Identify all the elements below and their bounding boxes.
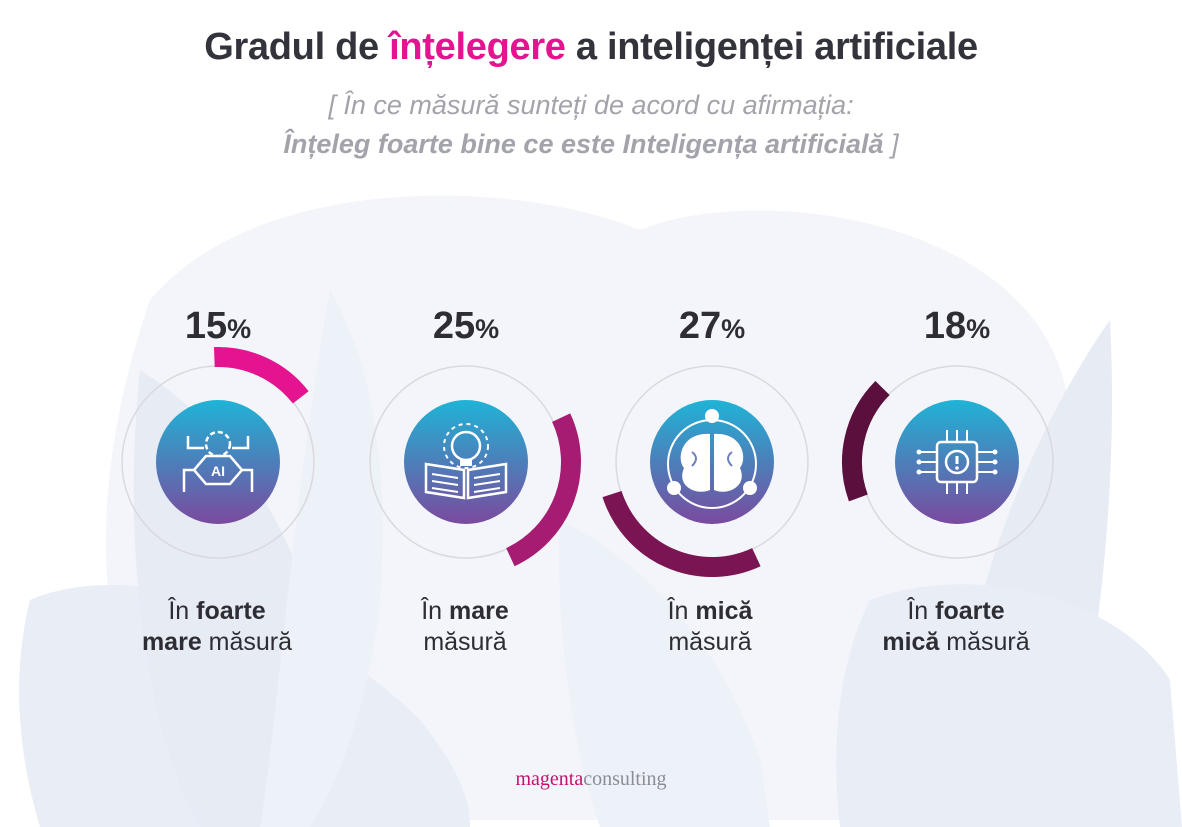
value-label-2: 25% xyxy=(433,305,499,347)
value-arc-4 xyxy=(842,380,890,502)
brand-logo: magentaconsulting xyxy=(0,768,1182,791)
value-arc-1 xyxy=(213,347,309,404)
label-4-post: măsură xyxy=(939,628,1030,656)
label-1-bold1: foarte xyxy=(196,597,266,625)
title-before: Gradul de xyxy=(204,26,390,68)
value-label-4: 18% xyxy=(924,305,990,347)
subtitle-statement-end: ] xyxy=(883,129,899,159)
label-2-pre: În xyxy=(421,597,450,625)
value-label-1: 15% xyxy=(185,305,251,347)
label-3-post: măsură xyxy=(668,628,752,656)
label-1-pre: În xyxy=(168,597,197,625)
title-highlight: înțelegere xyxy=(389,26,566,68)
logo-consulting: consulting xyxy=(583,768,667,790)
value-label-3: 27% xyxy=(679,305,745,347)
lightbulb-book-icon xyxy=(424,423,508,500)
page-title: Gradul de înțelegere a inteligenței arti… xyxy=(0,26,1182,69)
label-4-bold1: foarte xyxy=(935,597,1005,625)
label-4-bold2: mică xyxy=(882,628,940,656)
category-label-1: În foarte mare măsură xyxy=(97,596,337,658)
category-label-2: În mare măsură xyxy=(345,596,585,658)
label-2-bold1: mare xyxy=(449,597,509,625)
processor-alert-icon xyxy=(916,430,998,494)
logo-magenta: magenta xyxy=(515,768,584,790)
label-1-bold2: mare xyxy=(141,628,202,656)
category-label-3: În mică măsură xyxy=(590,596,830,658)
subtitle-statement-bold: Înțeleg foarte bine ce este Inteligența … xyxy=(283,129,884,159)
category-label-4: În foarte mică măsură xyxy=(836,596,1076,658)
title-after: a inteligenței artificiale xyxy=(565,26,978,68)
value-arc-3 xyxy=(602,490,761,577)
subtitle-statement: Înțeleg foarte bine ce este Inteligența … xyxy=(0,129,1182,160)
label-3-bold1: mică xyxy=(695,597,753,625)
label-3-pre: În xyxy=(667,597,696,625)
svg-text:AI: AI xyxy=(211,463,225,479)
subtitle-question: [ În ce măsură sunteți de acord cu afirm… xyxy=(328,90,854,120)
icon-circle-1 xyxy=(156,400,280,524)
label-4-pre: În xyxy=(907,597,936,625)
ai-chip-gear-icon: AI xyxy=(182,430,254,492)
brain-network-icon xyxy=(667,409,757,509)
value-arc-2 xyxy=(505,413,581,567)
label-1-post: măsură xyxy=(201,628,293,656)
icon-circle-3 xyxy=(650,400,774,524)
label-2-post: măsură xyxy=(423,628,507,656)
